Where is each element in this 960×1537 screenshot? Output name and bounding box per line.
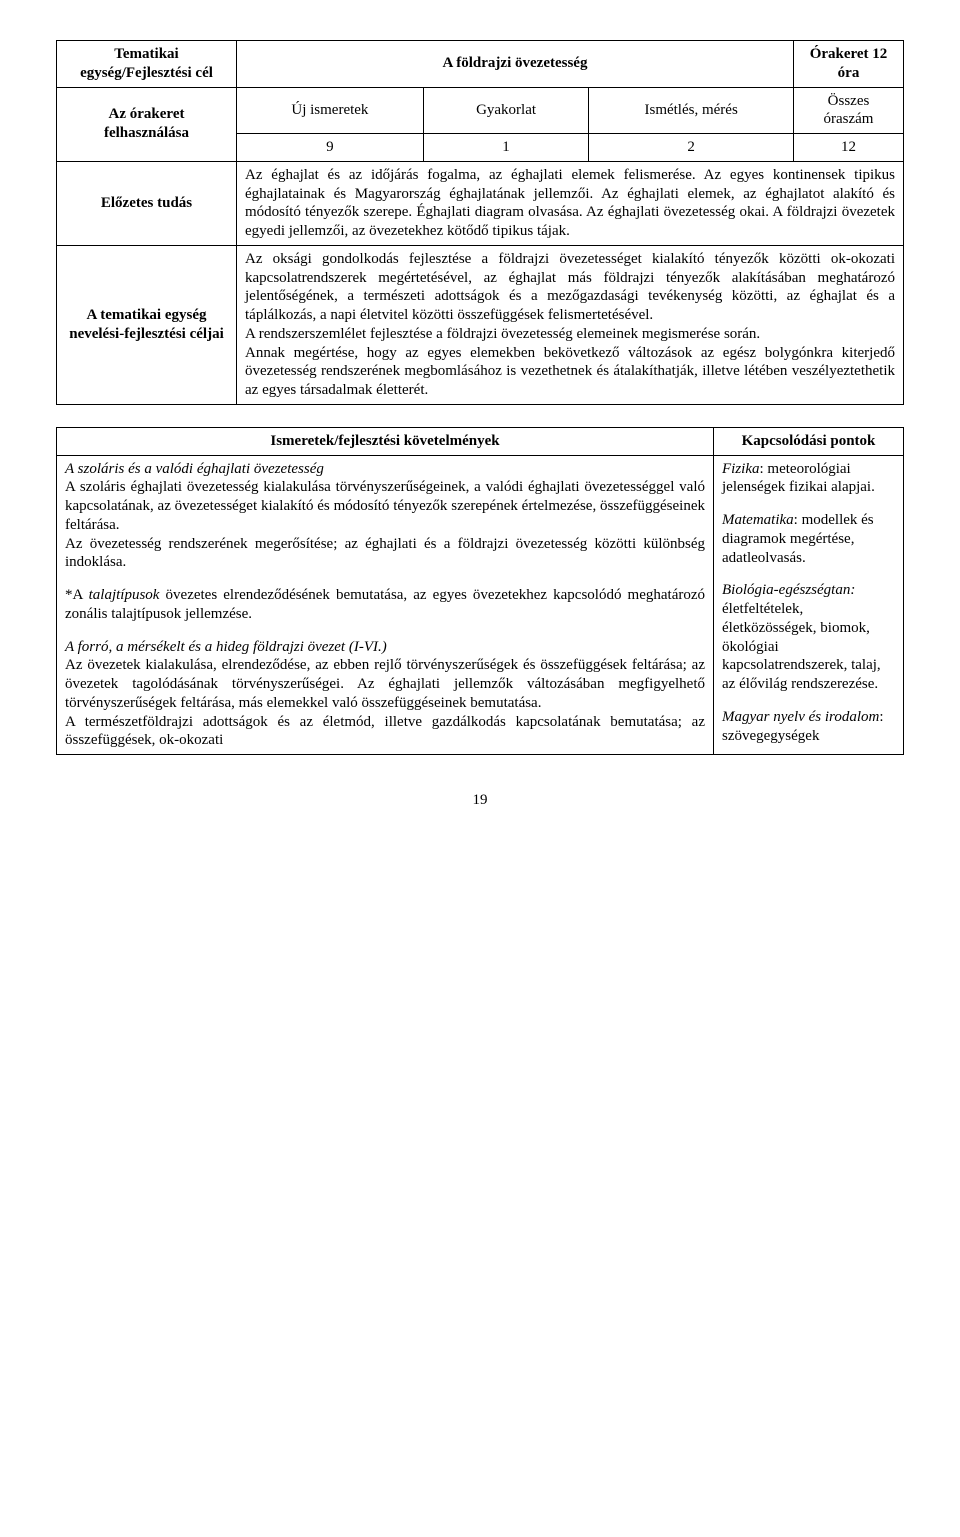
- hours-val-1: 1: [423, 134, 588, 162]
- topic2-p2: A természetföldrajzi adottságok és az él…: [65, 713, 705, 751]
- requirements-table: Ismeretek/fejlesztési követelmények Kapc…: [56, 427, 904, 755]
- unit-header-left-text: Tematikai egység/Fejlesztési cél: [80, 46, 213, 81]
- conn-matematika-em: Matematika: [722, 512, 794, 528]
- topic1-p3-em: talajtípusok: [89, 587, 160, 603]
- topic1-p2: Az övezetesség rendszerének megerősítése…: [65, 535, 705, 573]
- hours-col-0: Új ismeretek: [237, 87, 424, 134]
- prior-label: Előzetes tudás: [57, 161, 237, 245]
- conn-magyar-em: Magyar nyelv és irodalom: [722, 709, 879, 725]
- topic1-p3a: *A: [65, 587, 89, 603]
- unit-header-right-text: Órakeret 12 óra: [810, 46, 888, 81]
- req-right-cell: Fizika: meteorológiai jelenségek fizikai…: [714, 455, 904, 755]
- conn-fizika-em: Fizika: [722, 461, 760, 477]
- hours-val-0: 9: [237, 134, 424, 162]
- hours-label: Az órakeret felhasználása: [57, 87, 237, 161]
- hours-col-2: Ismétlés, mérés: [589, 87, 794, 134]
- curriculum-unit-table: Tematikai egység/Fejlesztési cél A földr…: [56, 40, 904, 405]
- goals-label-text: A tematikai egység nevelési-fejlesztési …: [69, 307, 224, 342]
- prior-text-cell: Az éghajlat és az időjárás fogalma, az é…: [237, 161, 904, 245]
- hours-col-1: Gyakorlat: [423, 87, 588, 134]
- req-header-left: Ismeretek/fejlesztési követelmények: [57, 427, 714, 455]
- goals-label: A tematikai egység nevelési-fejlesztési …: [57, 245, 237, 404]
- topic2-title: A forró, a mérsékelt és a hideg földrajz…: [65, 639, 387, 655]
- hours-header-row: Az órakeret felhasználása Új ismeretek G…: [57, 87, 904, 134]
- goals-p3: Annak megértése, hogy az egyes elemekben…: [245, 344, 895, 400]
- goals-text-cell: Az oksági gondolkodás fejlesztése a föld…: [237, 245, 904, 404]
- prior-text: Az éghajlat és az időjárás fogalma, az é…: [245, 167, 895, 239]
- topic1-title: A szoláris és a valódi éghajlati övezete…: [65, 461, 324, 477]
- hours-val-3: 12: [794, 134, 904, 162]
- prior-knowledge-row: Előzetes tudás Az éghajlat és az időjárá…: [57, 161, 904, 245]
- topic2-p1: Az övezetek kialakulása, elrendeződése, …: [65, 656, 705, 712]
- unit-header-left: Tematikai egység/Fejlesztési cél: [57, 41, 237, 88]
- goals-p2: A rendszerszemlélet fejlesztése a földra…: [245, 325, 895, 344]
- conn-biologia-em: Biológia-egészségtan:: [722, 582, 855, 598]
- req-left-cell: A szoláris és a valódi éghajlati övezete…: [57, 455, 714, 755]
- goals-row: A tematikai egység nevelési-fejlesztési …: [57, 245, 904, 404]
- req-header-left-text: Ismeretek/fejlesztési követelmények: [270, 433, 499, 449]
- goals-p1: Az oksági gondolkodás fejlesztése a föld…: [245, 250, 895, 325]
- unit-header-center-text: A földrajzi övezetesség: [443, 55, 588, 71]
- hours-label-text: Az órakeret felhasználása: [104, 106, 189, 141]
- page-number: 19: [56, 791, 904, 810]
- hours-val-2: 2: [589, 134, 794, 162]
- req-header-right: Kapcsolódási pontok: [714, 427, 904, 455]
- unit-header-center: A földrajzi övezetesség: [237, 41, 794, 88]
- hours-col-3: Összes óraszám: [794, 87, 904, 134]
- req-header-right-text: Kapcsolódási pontok: [742, 433, 876, 449]
- unit-header-right: Órakeret 12 óra: [794, 41, 904, 88]
- conn-biologia: életfeltételek, életközösségek, biomok, …: [722, 601, 881, 692]
- topic1-p1: A szoláris éghajlati övezetesség kialaku…: [65, 478, 705, 534]
- prior-label-text: Előzetes tudás: [101, 195, 192, 211]
- topic1-p3b: övezetes elrendeződésének bemutatása, az…: [65, 587, 705, 622]
